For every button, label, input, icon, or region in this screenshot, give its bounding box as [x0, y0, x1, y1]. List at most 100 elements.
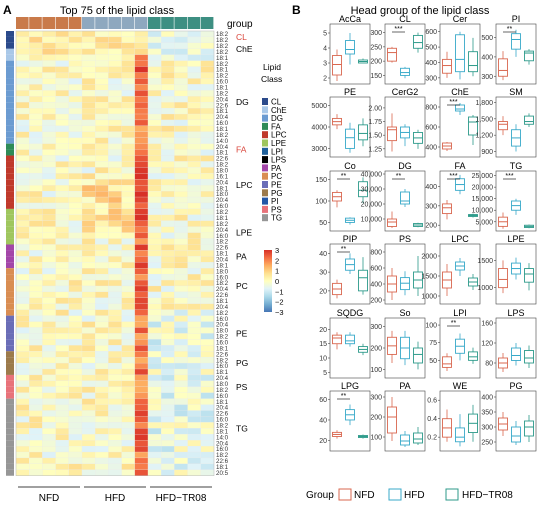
group-legend-title: group: [227, 19, 253, 30]
heatmap-cell: [81, 404, 96, 411]
class-strip-cell: [6, 232, 14, 239]
heatmap-cell: [29, 262, 43, 269]
heatmap-cell: [95, 386, 109, 393]
class-legend-swatch: [262, 189, 268, 197]
heatmap-cell: [81, 226, 96, 233]
heatmap-cell: [147, 451, 162, 459]
heatmap-cell: [95, 404, 109, 411]
heatmap-cell: [15, 440, 30, 447]
heatmap-cell: [200, 191, 215, 198]
heatmap-cell: [200, 392, 215, 399]
heatmap-cell: [68, 327, 83, 334]
heatmap-cell: [147, 422, 162, 429]
heatmap-cell: [15, 78, 30, 85]
heatmap-cell: [187, 214, 201, 221]
heatmap-cell: [161, 410, 175, 417]
y-tick-label: 600: [425, 125, 437, 132]
heatmap-cell: [108, 416, 122, 423]
heatmap-cell: [174, 191, 188, 198]
heatmap-cell: [174, 262, 188, 269]
heatmap-cell: [68, 339, 83, 346]
heatmap-cell: [147, 167, 162, 174]
heatmap-cell: [81, 362, 96, 370]
heatmap-cell: [200, 66, 215, 73]
heatmap-cell: [200, 137, 215, 144]
heatmap-cell: [121, 214, 135, 221]
heatmap-cell: [121, 327, 135, 334]
heatmap-cell: [187, 333, 201, 340]
heatmap-cell: [81, 179, 96, 186]
heatmap-cell: [134, 386, 149, 393]
lipid-class-legend-title: Lipid: [263, 62, 281, 72]
heatmap-cell: [200, 90, 215, 97]
y-tick-label: 400: [425, 145, 437, 152]
heatmap-cell: [95, 327, 109, 334]
heatmap-cell: [68, 90, 83, 97]
heatmap-cell: [15, 185, 30, 192]
heatmap-cell: [174, 96, 188, 103]
class-strip-cell: [6, 84, 14, 91]
heatmap-cell: [161, 202, 175, 210]
heatmap-cell: [68, 291, 83, 298]
legend-b-label-hfd: HFD: [404, 490, 425, 501]
box: [524, 268, 534, 283]
heatmap-cell: [108, 238, 122, 245]
heatmap-cell: [29, 303, 43, 310]
heatmap-cell: [95, 131, 109, 138]
heatmap-cell: [55, 345, 69, 352]
heatmap-cell: [147, 113, 162, 121]
heatmap-cell: [81, 327, 96, 334]
heatmap-cell: [200, 374, 215, 381]
heatmap-cell: [121, 279, 135, 287]
heatmap-cell: [161, 220, 175, 227]
heatmap-cell: [134, 113, 149, 121]
heatmap-cell: [68, 446, 83, 453]
heatmap-cell: [187, 137, 201, 144]
heatmap-cell: [29, 451, 43, 459]
heatmap-cell: [147, 297, 162, 304]
y-tick-label: 25,000: [472, 173, 494, 180]
heatmap-cell: [42, 297, 56, 304]
heatmap-cell: [108, 36, 122, 43]
legend-b-key-nfd: [338, 488, 352, 501]
heatmap-cell: [55, 327, 69, 334]
heatmap-cell: [174, 220, 188, 227]
class-strip-cell: [6, 60, 14, 67]
heatmap-cell: [134, 297, 149, 304]
heatmap-cell: [200, 357, 215, 364]
heatmap-cell: [29, 345, 43, 352]
class-strip-cell: [6, 114, 14, 120]
heatmap-cell: [174, 226, 188, 233]
box: [524, 115, 534, 125]
panel-a-title: Top 75 of the lipid class: [60, 5, 175, 17]
heatmap-cell: [134, 262, 149, 269]
heatmap-row-label: 16:0: [216, 120, 229, 127]
heatmap-cell: [15, 285, 30, 293]
heatmap-cell: [95, 42, 109, 49]
heatmap-cell: [42, 119, 56, 126]
heatmap-cell: [55, 279, 69, 287]
heatmap-cell: [55, 238, 69, 245]
heatmap-cell: [55, 398, 69, 405]
heatmap-cell: [81, 113, 96, 121]
heatmap-cell: [15, 202, 30, 210]
heatmap-cell: [95, 285, 109, 293]
heatmap-cell: [200, 362, 215, 370]
heatmap-cell: [95, 274, 109, 281]
heatmap-cell: [187, 143, 201, 150]
heatmap-cell: [68, 102, 83, 109]
class-legend-label: DG: [271, 114, 283, 123]
heatmap-cell: [174, 451, 188, 459]
y-tick-label: 250: [481, 440, 493, 447]
heatmap-cell: [81, 220, 96, 227]
heatmap-cell: [108, 274, 122, 281]
class-legend-label: ChE: [271, 106, 287, 115]
heatmap-cell: [15, 333, 30, 340]
y-tick-label: 10,000: [472, 208, 494, 215]
color-scale-tick: −2: [275, 298, 284, 307]
heatmap-cell: [29, 291, 43, 298]
heatmap-cell: [134, 155, 149, 162]
y-tick-label: 100: [425, 323, 437, 330]
heatmap-cell: [55, 72, 69, 79]
